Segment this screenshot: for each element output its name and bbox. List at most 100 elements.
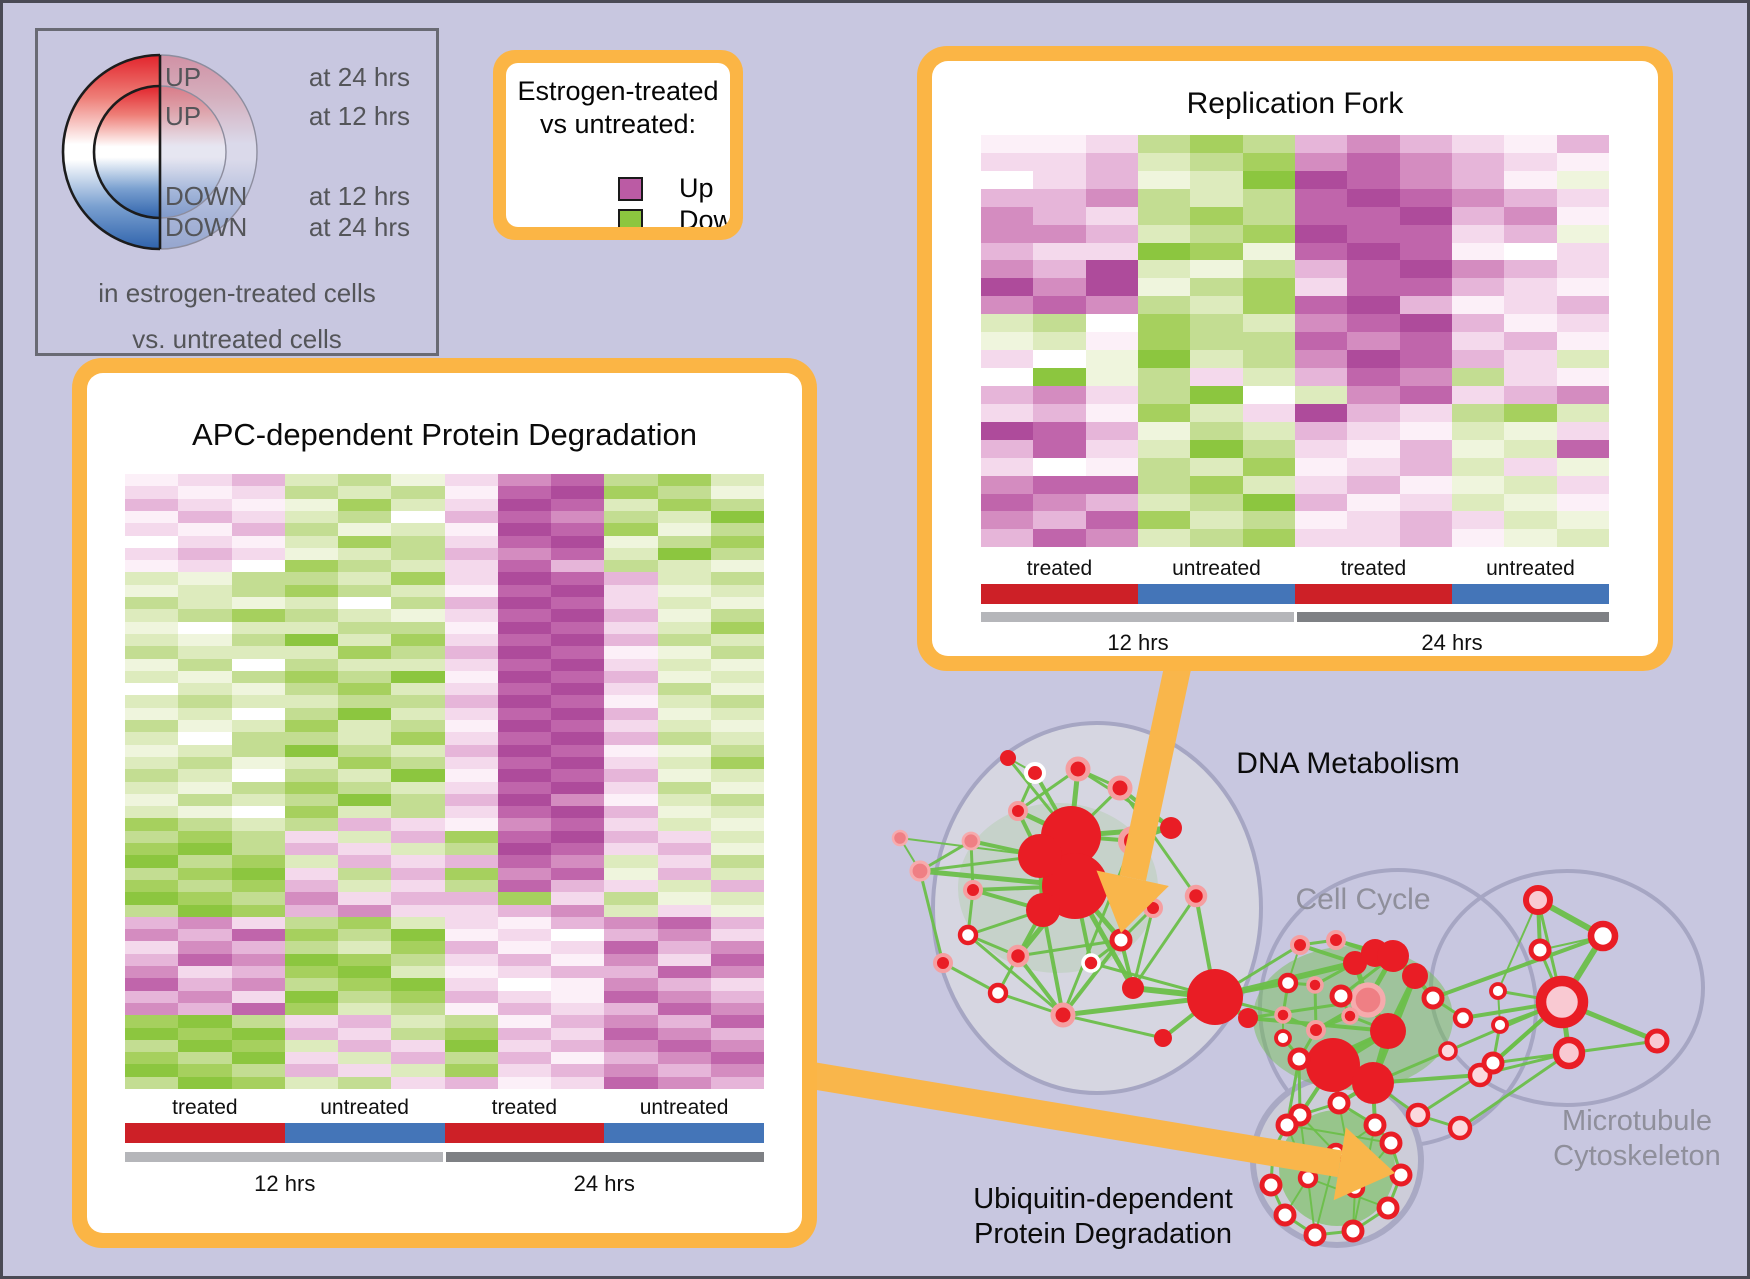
untreated-bar bbox=[1138, 584, 1295, 605]
heatmap-cell bbox=[551, 916, 605, 930]
group-label: untreated bbox=[1486, 557, 1575, 581]
heatmap-cell bbox=[231, 929, 285, 942]
heatmap-cell bbox=[444, 597, 498, 610]
heatmap-cell bbox=[1294, 188, 1348, 207]
replication-fork-title: Replication Fork bbox=[1186, 87, 1404, 120]
heatmap-cell bbox=[1399, 457, 1452, 476]
heatmap-cell bbox=[1033, 314, 1086, 333]
heatmap-cell bbox=[1085, 439, 1138, 458]
heatmap-cell bbox=[444, 941, 498, 954]
heatmap-cell bbox=[178, 474, 232, 487]
heatmap-cell bbox=[178, 1064, 232, 1077]
heatmap-cell bbox=[338, 535, 392, 548]
cluster-label: Protein Degradation bbox=[974, 1218, 1232, 1250]
heatmap-cell bbox=[604, 732, 658, 745]
heatmap-cell bbox=[551, 1015, 605, 1028]
heatmap-cell bbox=[1451, 475, 1505, 494]
heatmap-cell bbox=[231, 572, 285, 585]
heatmap-cell bbox=[444, 547, 498, 561]
heatmap-cell bbox=[391, 1027, 445, 1040]
down-color-swatch bbox=[618, 208, 643, 227]
heatmap-cell bbox=[497, 978, 551, 991]
heatmap-cell bbox=[125, 683, 179, 696]
heatmap-cell bbox=[231, 830, 285, 843]
heatmap-cell bbox=[1504, 278, 1557, 297]
heatmap-cell bbox=[1347, 493, 1400, 512]
heatmap-cell bbox=[1190, 457, 1243, 476]
heatmap-cell bbox=[391, 769, 445, 782]
network-node bbox=[1306, 1020, 1326, 1040]
heatmap-cell bbox=[338, 769, 392, 782]
replication-fork-inner: Replication Fork treated untreated treat… bbox=[932, 61, 1658, 656]
heatmap-cell bbox=[178, 1027, 232, 1040]
heatmap-cell bbox=[497, 547, 551, 561]
legend-caption-line2: vs. untreated cells bbox=[132, 324, 342, 354]
heatmap-cell bbox=[551, 879, 605, 893]
heatmap-cell bbox=[125, 510, 179, 524]
heatmap-cell bbox=[444, 892, 498, 905]
up-color-swatch bbox=[618, 176, 643, 201]
heatmap-cell bbox=[125, 474, 179, 487]
inner-arc-faded-stroke bbox=[159, 85, 227, 219]
heatmap-cell bbox=[231, 597, 285, 610]
heatmap-cell bbox=[1242, 385, 1295, 404]
heatmap-cell bbox=[231, 646, 285, 659]
heatmap-cell bbox=[125, 867, 179, 880]
heatmap-cell bbox=[338, 683, 392, 696]
heatmap-cell bbox=[178, 683, 232, 696]
heatmap-cell bbox=[284, 879, 338, 893]
heatmap-cell bbox=[497, 1039, 551, 1053]
heatmap-cell bbox=[1033, 439, 1086, 458]
heatmap-cell bbox=[338, 879, 392, 893]
heatmap-cell bbox=[178, 1002, 232, 1016]
heatmap-cell bbox=[657, 904, 711, 917]
heatmap-cell bbox=[391, 695, 445, 708]
heatmap-cell bbox=[551, 806, 605, 819]
heatmap-cell bbox=[1137, 188, 1191, 207]
heatmap-cell bbox=[1242, 457, 1295, 476]
heatmap-cell bbox=[1294, 260, 1348, 279]
heatmap-cell bbox=[1137, 242, 1191, 261]
heatmap-cell bbox=[178, 879, 232, 893]
apc-inner: APC-dependent Protein Degradation treate… bbox=[87, 373, 802, 1233]
heatmap-cell bbox=[1451, 278, 1505, 297]
heatmap-cell bbox=[657, 781, 711, 794]
heatmap-cell bbox=[604, 953, 658, 966]
heatmap-cell bbox=[710, 769, 764, 782]
network-edge bbox=[918, 870, 945, 964]
heatmap-cell bbox=[1085, 350, 1138, 369]
network-edge bbox=[1432, 934, 1604, 1000]
heatmap-cell bbox=[710, 547, 764, 561]
heatmap-cell bbox=[604, 695, 658, 708]
heatmap-cell bbox=[497, 498, 551, 511]
heatmap-cell bbox=[178, 990, 232, 1003]
heatmap-cell bbox=[497, 806, 551, 819]
heatmap-cell bbox=[1190, 206, 1243, 225]
heatmap-cell bbox=[338, 658, 392, 671]
heatmap-cell bbox=[231, 547, 285, 561]
heatmap-cell bbox=[604, 720, 658, 733]
heatmap-cell bbox=[231, 560, 285, 573]
network-node bbox=[1535, 975, 1589, 1029]
heatmap-cell bbox=[657, 720, 711, 733]
heatmap-cell bbox=[444, 560, 498, 573]
cluster-label: Cell Cycle bbox=[1295, 883, 1430, 916]
heatmap-cell bbox=[1399, 368, 1452, 386]
treated-bar bbox=[981, 584, 1138, 605]
heatmap-cell bbox=[1504, 529, 1557, 548]
heatmap-cell bbox=[1451, 493, 1505, 512]
heatmap-cell bbox=[125, 670, 179, 684]
heatmap-cell bbox=[497, 941, 551, 954]
heatmap-cell bbox=[1451, 421, 1505, 440]
heatmap-cell bbox=[444, 523, 498, 536]
heatmap-cell bbox=[231, 744, 285, 757]
heatmap-cell bbox=[657, 658, 711, 671]
heatmap-cell bbox=[1556, 152, 1609, 171]
heatmap-cell bbox=[551, 474, 605, 487]
heatmap-cell bbox=[981, 350, 1034, 369]
heatmap-cell bbox=[497, 1027, 551, 1040]
network-node bbox=[1274, 1029, 1292, 1047]
heatmap-cell bbox=[1190, 260, 1243, 279]
network-node bbox=[1587, 920, 1619, 952]
heatmap-cell bbox=[444, 1015, 498, 1028]
